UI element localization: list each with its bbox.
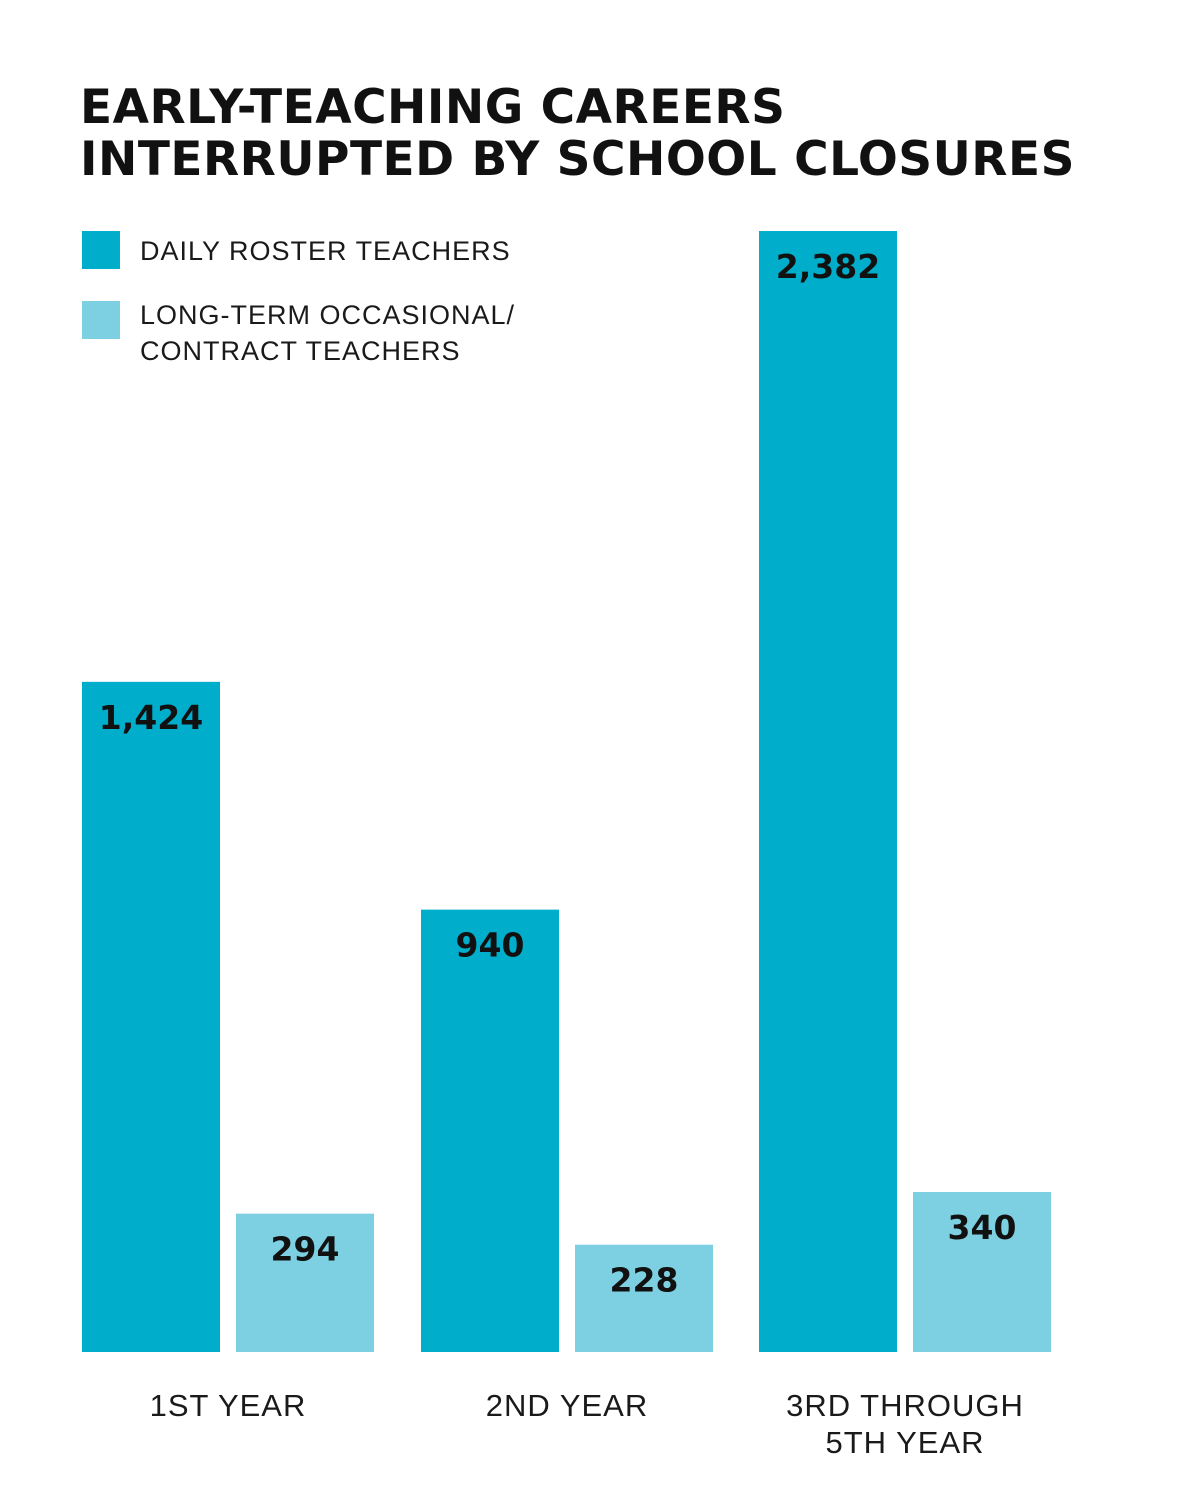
legend-swatch-daily-roster <box>82 231 120 269</box>
bar-long-term-occasional-1 <box>236 1213 374 1352</box>
legend-label-lto-line-1: LONG-TERM OCCASIONAL/ <box>140 300 516 330</box>
bar-daily-roster-3 <box>759 231 897 1352</box>
category-label-1: 1ST YEAR <box>150 1388 307 1423</box>
bar-value-label-daily-roster-3: 2,382 <box>776 247 880 286</box>
category-label-3-line-2: 5TH YEAR <box>825 1425 984 1460</box>
chart-title: EARLY-TEACHING CAREERS INTERRUPTED BY SC… <box>80 82 1075 186</box>
bar-value-label-daily-roster-1: 1,424 <box>99 698 203 737</box>
category-label-2: 2ND YEAR <box>486 1388 649 1423</box>
bar-daily-roster-2 <box>421 909 559 1352</box>
category-label-2-line-1: 2ND YEAR <box>486 1388 649 1423</box>
legend-label-daily-roster: DAILY ROSTER TEACHERS <box>140 236 511 266</box>
bar-daily-roster-1 <box>82 681 220 1352</box>
legend-label-lto-line-2: CONTRACT TEACHERS <box>140 336 461 366</box>
category-label-1-line-1: 1ST YEAR <box>150 1388 307 1423</box>
chart-title-line-2: INTERRUPTED BY SCHOOL CLOSURES <box>80 132 1075 187</box>
bar-long-term-occasional-3 <box>913 1191 1051 1352</box>
category-label-3-line-1: 3RD THROUGH <box>786 1388 1024 1423</box>
bar-value-label-long-term-occasional-2: 228 <box>610 1261 679 1300</box>
legend-swatch-long-term-occasional <box>82 301 120 339</box>
bar-value-label-long-term-occasional-3: 340 <box>948 1208 1017 1247</box>
chart-title-line-1: EARLY-TEACHING CAREERS <box>80 80 786 135</box>
bar-value-label-daily-roster-2: 940 <box>456 926 525 965</box>
category-label-3: 3RD THROUGH 5TH YEAR <box>786 1388 1024 1460</box>
bar-long-term-occasional-2 <box>575 1244 713 1352</box>
bar-value-label-long-term-occasional-1: 294 <box>271 1230 340 1269</box>
legend-label-long-term-occasional: LONG-TERM OCCASIONAL/ CONTRACT TEACHERS <box>140 297 515 369</box>
